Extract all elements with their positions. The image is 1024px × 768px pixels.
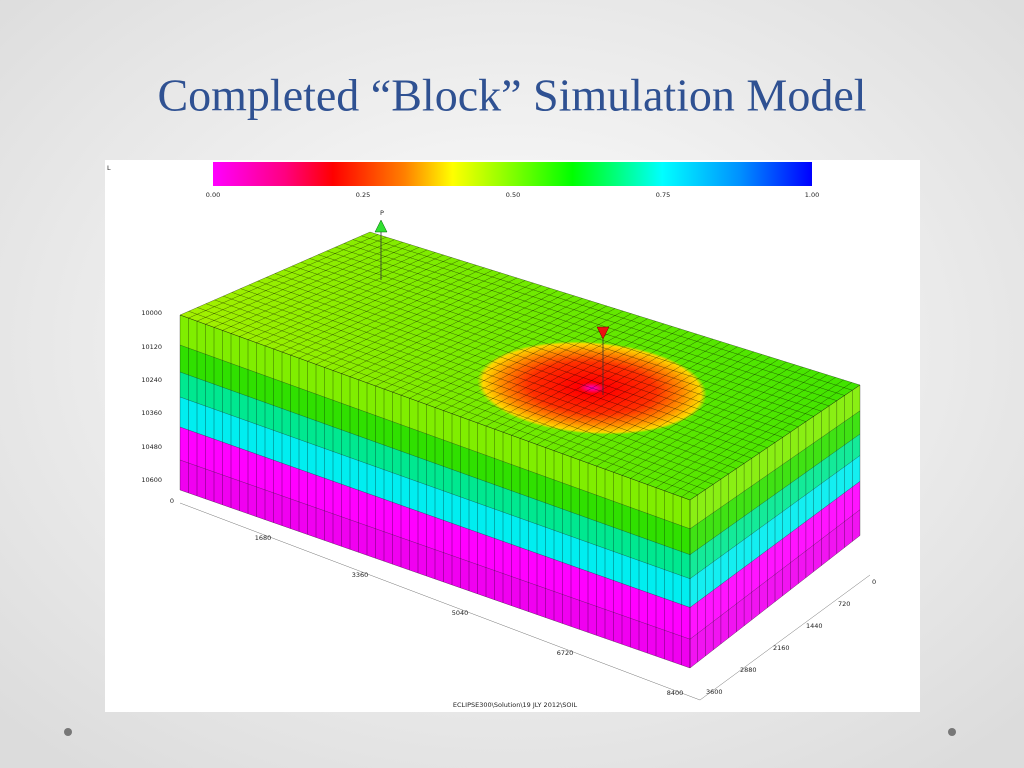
slide-title: Completed “Block” Simulation Model: [157, 70, 866, 121]
block-model: [179, 219, 871, 701]
footer-path: ECLIPSE300\Solution\19 JLY 2012\SOIL: [453, 701, 578, 709]
axis-line: [179, 502, 701, 701]
grid-line: [292, 265, 791, 433]
grid-line: [326, 250, 822, 412]
colorbar-tick: 0.00: [206, 191, 220, 199]
grid-line: [318, 254, 814, 417]
x-label: 0: [170, 497, 174, 505]
grid-line: [179, 344, 691, 530]
nav-dot: [64, 728, 72, 736]
injector-well: [596, 326, 610, 340]
grid-line: [283, 269, 783, 438]
grid-line: [689, 535, 861, 669]
y-label: 2880: [740, 666, 757, 674]
depth-label: 10360: [141, 409, 162, 417]
grid-line: [689, 410, 861, 530]
colorbar-tick: 0.75: [656, 191, 670, 199]
grid-line: [249, 284, 752, 459]
grid-line: [214, 299, 721, 480]
axis-line: [699, 574, 871, 701]
grid-line: [689, 481, 861, 608]
grid-line: [179, 371, 691, 555]
y-label: 2160: [773, 644, 790, 652]
grid-line: [197, 307, 706, 490]
grid-line: [361, 235, 853, 391]
grid-line: [257, 280, 760, 454]
grid-line: [300, 261, 799, 428]
grid-line: [266, 277, 768, 448]
grid-line: [179, 426, 691, 608]
grid-line: [689, 433, 861, 555]
depth-label: 10000: [141, 309, 162, 317]
depth-label: 10240: [141, 376, 162, 384]
depth-label: 10600: [141, 476, 162, 484]
grid-line: [689, 509, 861, 640]
x-label: 1680: [255, 534, 272, 542]
grid-line: [179, 459, 691, 640]
y-label: 720: [838, 600, 850, 608]
y-label: 3600: [706, 688, 723, 696]
grid-line: [179, 314, 691, 501]
grid-line: [344, 243, 837, 401]
grid-line: [369, 231, 861, 386]
grid-line: [309, 258, 806, 422]
x-label: 6720: [557, 649, 574, 657]
grid-line: [179, 489, 691, 669]
grid-line: [335, 246, 830, 407]
y-label: 0: [872, 578, 876, 586]
x-label: 8400: [667, 689, 684, 697]
grid-line: [689, 455, 861, 579]
corner-label: L: [107, 164, 111, 172]
colorbar-tick: 0.25: [356, 191, 370, 199]
grid-line: [188, 310, 698, 496]
grid-line: [223, 295, 729, 475]
grid-line: [231, 292, 737, 469]
colorbar: [213, 162, 812, 186]
colorbar-tick: 0.50: [506, 191, 520, 199]
grid-line: [240, 288, 745, 464]
grid-line: [205, 303, 714, 485]
y-label: 1440: [806, 622, 823, 630]
x-label: 5040: [452, 609, 469, 617]
grid-line: [352, 239, 845, 396]
colorbar-tick: 1.00: [805, 191, 819, 199]
depth-label: 10480: [141, 443, 162, 451]
x-label: 3360: [352, 571, 369, 579]
nav-dot: [948, 728, 956, 736]
grid-line: [274, 273, 776, 443]
depth-label: 10120: [141, 343, 162, 351]
producer-well: [374, 219, 388, 233]
grid-line: [179, 396, 691, 579]
well-label: P: [380, 209, 384, 217]
grid-line: [689, 384, 861, 501]
